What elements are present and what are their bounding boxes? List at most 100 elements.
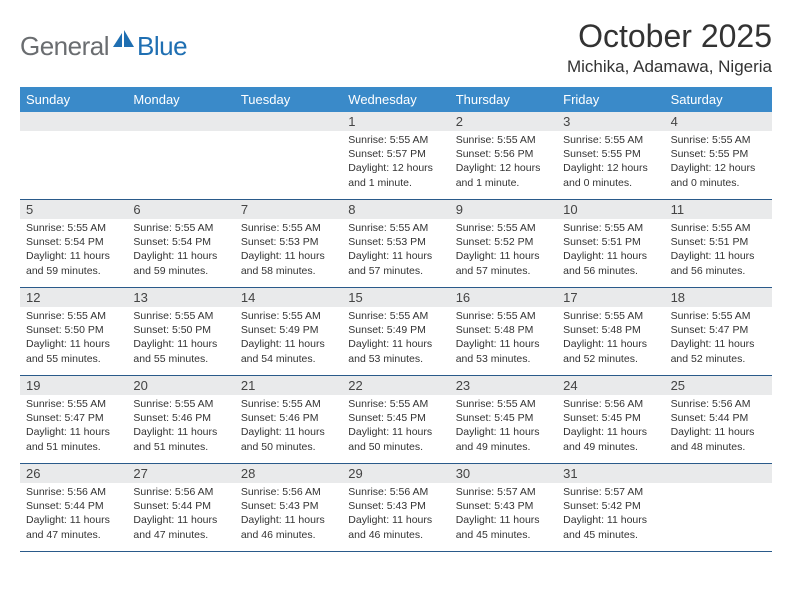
sunset-text: Sunset: 5:52 PM bbox=[456, 235, 551, 249]
day-number: 12 bbox=[20, 288, 127, 307]
sunset-text: Sunset: 5:48 PM bbox=[456, 323, 551, 337]
calendar-cell: 6Sunrise: 5:55 AMSunset: 5:54 PMDaylight… bbox=[127, 200, 234, 288]
day-number: 10 bbox=[557, 200, 664, 219]
cell-content: Sunrise: 5:55 AMSunset: 5:51 PMDaylight:… bbox=[557, 219, 664, 284]
calendar-cell: 9Sunrise: 5:55 AMSunset: 5:52 PMDaylight… bbox=[450, 200, 557, 288]
cell-content: Sunrise: 5:55 AMSunset: 5:48 PMDaylight:… bbox=[557, 307, 664, 372]
sunset-text: Sunset: 5:44 PM bbox=[671, 411, 766, 425]
calendar-cell: 26Sunrise: 5:56 AMSunset: 5:44 PMDayligh… bbox=[20, 464, 127, 552]
daylight-text: Daylight: 12 hours and 0 minutes. bbox=[563, 161, 658, 189]
sunrise-text: Sunrise: 5:55 AM bbox=[456, 133, 551, 147]
calendar-cell bbox=[665, 464, 772, 552]
daylight-text: Daylight: 11 hours and 56 minutes. bbox=[563, 249, 658, 277]
daylight-text: Daylight: 11 hours and 49 minutes. bbox=[563, 425, 658, 453]
sunset-text: Sunset: 5:55 PM bbox=[671, 147, 766, 161]
day-number: 14 bbox=[235, 288, 342, 307]
day-number: 24 bbox=[557, 376, 664, 395]
sunrise-text: Sunrise: 5:55 AM bbox=[26, 309, 121, 323]
cell-content: Sunrise: 5:56 AMSunset: 5:43 PMDaylight:… bbox=[342, 483, 449, 548]
calendar-cell: 25Sunrise: 5:56 AMSunset: 5:44 PMDayligh… bbox=[665, 376, 772, 464]
cell-content: Sunrise: 5:55 AMSunset: 5:55 PMDaylight:… bbox=[557, 131, 664, 196]
day-number bbox=[665, 464, 772, 483]
sunrise-text: Sunrise: 5:56 AM bbox=[241, 485, 336, 499]
sunset-text: Sunset: 5:49 PM bbox=[241, 323, 336, 337]
daylight-text: Daylight: 11 hours and 52 minutes. bbox=[671, 337, 766, 365]
sunrise-text: Sunrise: 5:56 AM bbox=[348, 485, 443, 499]
daylight-text: Daylight: 11 hours and 58 minutes. bbox=[241, 249, 336, 277]
day-number: 15 bbox=[342, 288, 449, 307]
sunset-text: Sunset: 5:45 PM bbox=[456, 411, 551, 425]
daylight-text: Daylight: 11 hours and 51 minutes. bbox=[26, 425, 121, 453]
daylight-text: Daylight: 11 hours and 51 minutes. bbox=[133, 425, 228, 453]
day-number: 27 bbox=[127, 464, 234, 483]
calendar-cell bbox=[127, 112, 234, 200]
daylight-text: Daylight: 11 hours and 47 minutes. bbox=[26, 513, 121, 541]
cell-content: Sunrise: 5:55 AMSunset: 5:46 PMDaylight:… bbox=[127, 395, 234, 460]
title-block: October 2025 Michika, Adamawa, Nigeria bbox=[567, 18, 772, 77]
day-number: 8 bbox=[342, 200, 449, 219]
calendar-cell: 7Sunrise: 5:55 AMSunset: 5:53 PMDaylight… bbox=[235, 200, 342, 288]
day-header-monday: Monday bbox=[127, 87, 234, 112]
calendar-cell: 31Sunrise: 5:57 AMSunset: 5:42 PMDayligh… bbox=[557, 464, 664, 552]
cell-content: Sunrise: 5:55 AMSunset: 5:50 PMDaylight:… bbox=[20, 307, 127, 372]
day-number: 1 bbox=[342, 112, 449, 131]
daylight-text: Daylight: 11 hours and 57 minutes. bbox=[348, 249, 443, 277]
logo: General Blue bbox=[20, 30, 187, 63]
cell-content: Sunrise: 5:55 AMSunset: 5:47 PMDaylight:… bbox=[665, 307, 772, 372]
day-number: 19 bbox=[20, 376, 127, 395]
daylight-text: Daylight: 11 hours and 53 minutes. bbox=[456, 337, 551, 365]
cell-content: Sunrise: 5:55 AMSunset: 5:51 PMDaylight:… bbox=[665, 219, 772, 284]
cell-content: Sunrise: 5:57 AMSunset: 5:43 PMDaylight:… bbox=[450, 483, 557, 548]
calendar-cell: 22Sunrise: 5:55 AMSunset: 5:45 PMDayligh… bbox=[342, 376, 449, 464]
calendar-cell: 1Sunrise: 5:55 AMSunset: 5:57 PMDaylight… bbox=[342, 112, 449, 200]
calendar-cell: 28Sunrise: 5:56 AMSunset: 5:43 PMDayligh… bbox=[235, 464, 342, 552]
sunset-text: Sunset: 5:44 PM bbox=[133, 499, 228, 513]
daylight-text: Daylight: 11 hours and 46 minutes. bbox=[348, 513, 443, 541]
cell-content: Sunrise: 5:55 AMSunset: 5:54 PMDaylight:… bbox=[127, 219, 234, 284]
day-header-sunday: Sunday bbox=[20, 87, 127, 112]
day-header-thursday: Thursday bbox=[450, 87, 557, 112]
daylight-text: Daylight: 11 hours and 52 minutes. bbox=[563, 337, 658, 365]
sunrise-text: Sunrise: 5:57 AM bbox=[563, 485, 658, 499]
calendar-cell bbox=[20, 112, 127, 200]
day-number: 21 bbox=[235, 376, 342, 395]
sunset-text: Sunset: 5:43 PM bbox=[241, 499, 336, 513]
sunrise-text: Sunrise: 5:55 AM bbox=[348, 133, 443, 147]
sunset-text: Sunset: 5:48 PM bbox=[563, 323, 658, 337]
cell-content bbox=[665, 483, 772, 543]
day-number: 9 bbox=[450, 200, 557, 219]
cell-content: Sunrise: 5:55 AMSunset: 5:50 PMDaylight:… bbox=[127, 307, 234, 372]
calendar-cell: 14Sunrise: 5:55 AMSunset: 5:49 PMDayligh… bbox=[235, 288, 342, 376]
sunset-text: Sunset: 5:53 PM bbox=[348, 235, 443, 249]
sunset-text: Sunset: 5:51 PM bbox=[563, 235, 658, 249]
sunrise-text: Sunrise: 5:55 AM bbox=[348, 221, 443, 235]
calendar-cell: 19Sunrise: 5:55 AMSunset: 5:47 PMDayligh… bbox=[20, 376, 127, 464]
calendar-cell: 23Sunrise: 5:55 AMSunset: 5:45 PMDayligh… bbox=[450, 376, 557, 464]
logo-word-1: General bbox=[20, 31, 109, 62]
daylight-text: Daylight: 11 hours and 56 minutes. bbox=[671, 249, 766, 277]
sunset-text: Sunset: 5:49 PM bbox=[348, 323, 443, 337]
cell-content: Sunrise: 5:57 AMSunset: 5:42 PMDaylight:… bbox=[557, 483, 664, 548]
daylight-text: Daylight: 11 hours and 55 minutes. bbox=[133, 337, 228, 365]
day-number: 29 bbox=[342, 464, 449, 483]
daylight-text: Daylight: 11 hours and 47 minutes. bbox=[133, 513, 228, 541]
cell-content: Sunrise: 5:55 AMSunset: 5:49 PMDaylight:… bbox=[342, 307, 449, 372]
day-number: 23 bbox=[450, 376, 557, 395]
sunrise-text: Sunrise: 5:55 AM bbox=[563, 133, 658, 147]
day-number: 16 bbox=[450, 288, 557, 307]
sunrise-text: Sunrise: 5:55 AM bbox=[456, 397, 551, 411]
cell-content: Sunrise: 5:55 AMSunset: 5:53 PMDaylight:… bbox=[235, 219, 342, 284]
sunset-text: Sunset: 5:57 PM bbox=[348, 147, 443, 161]
daylight-text: Daylight: 11 hours and 55 minutes. bbox=[26, 337, 121, 365]
day-number: 5 bbox=[20, 200, 127, 219]
daylight-text: Daylight: 11 hours and 50 minutes. bbox=[348, 425, 443, 453]
day-number: 4 bbox=[665, 112, 772, 131]
cell-content: Sunrise: 5:55 AMSunset: 5:48 PMDaylight:… bbox=[450, 307, 557, 372]
sunset-text: Sunset: 5:45 PM bbox=[563, 411, 658, 425]
cell-content: Sunrise: 5:55 AMSunset: 5:57 PMDaylight:… bbox=[342, 131, 449, 196]
sunset-text: Sunset: 5:47 PM bbox=[671, 323, 766, 337]
daylight-text: Daylight: 12 hours and 1 minute. bbox=[348, 161, 443, 189]
cell-content bbox=[235, 131, 342, 191]
cell-content: Sunrise: 5:56 AMSunset: 5:44 PMDaylight:… bbox=[127, 483, 234, 548]
sunset-text: Sunset: 5:45 PM bbox=[348, 411, 443, 425]
